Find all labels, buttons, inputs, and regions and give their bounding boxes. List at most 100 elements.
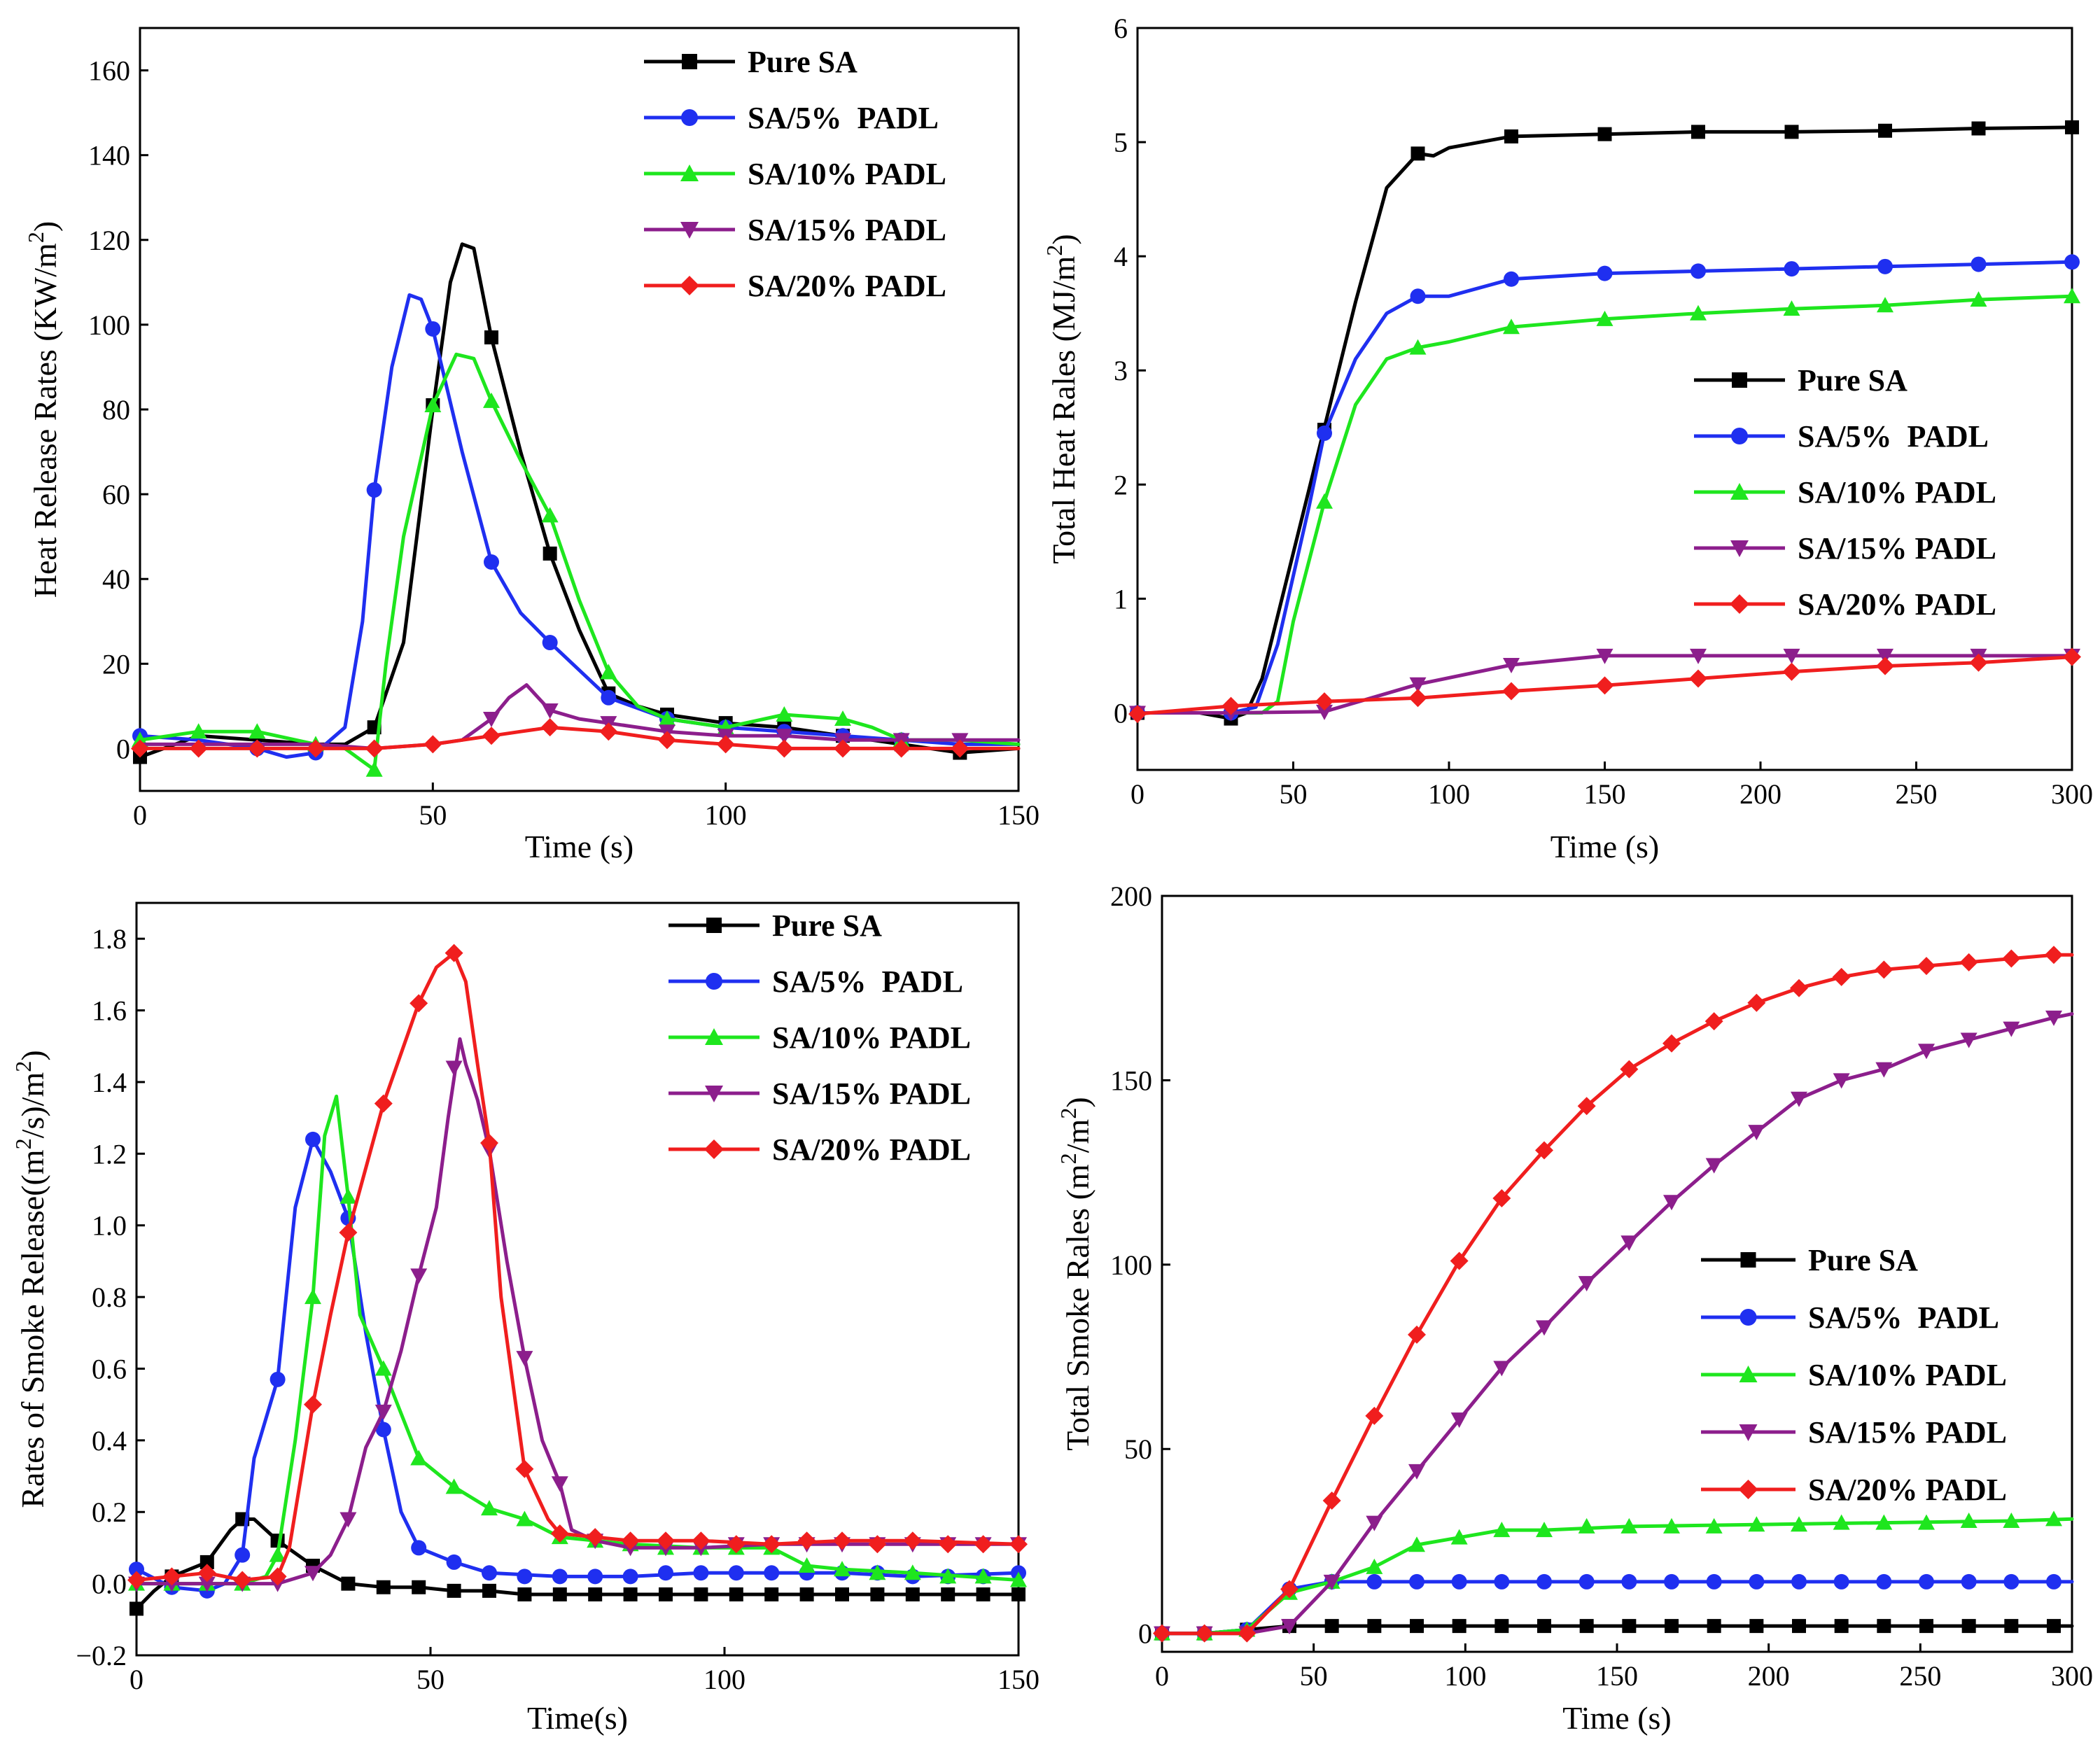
data-point [1690, 648, 1707, 664]
data-point [2047, 1619, 2061, 1634]
y-tick-label: 0 [116, 733, 130, 764]
data-point [1450, 1529, 1468, 1545]
data-point [131, 739, 149, 758]
data-point [365, 761, 383, 777]
data-point [1707, 1619, 1721, 1634]
y-axis-label: Total Heat Rales (MJ/m2) [1042, 234, 1082, 564]
data-point [833, 1531, 851, 1550]
data-point [797, 1531, 816, 1550]
chart-panel-top-left: 0 50 100 150 0 20 40 60 80 100 120 140 160 Time (s) He… [23, 27, 1040, 864]
x-axis-label: Time(s) [527, 1700, 628, 1736]
data-point [775, 739, 794, 758]
data-point [445, 1060, 463, 1076]
legend-label: Pure SA [772, 908, 882, 943]
data-point [1195, 1624, 1214, 1643]
legend-label: SA/5% PADL [772, 964, 963, 999]
data-point [446, 1554, 462, 1570]
legend-label: SA/15% PADL [748, 213, 946, 247]
legend-label: SA/10% PADL [1798, 475, 1996, 510]
data-point [304, 1395, 322, 1414]
data-point [376, 1580, 391, 1594]
data-point [903, 1531, 922, 1550]
series-1 [129, 1131, 1026, 1599]
data-point [484, 330, 498, 345]
legend-label: SA/20% PADL [748, 269, 946, 303]
data-point [1323, 1574, 1340, 1590]
data-point [976, 1587, 990, 1601]
data-point [586, 1528, 605, 1547]
data-point [974, 1568, 992, 1584]
y-tick-label: 5 [1114, 127, 1128, 158]
legend-marker [1739, 1366, 1758, 1382]
data-point [1875, 960, 1893, 979]
data-point [716, 735, 735, 754]
x-tick-label: 0 [1130, 778, 1144, 810]
y-tick-label: −0.2 [76, 1640, 127, 1671]
legend-label: SA/15% PADL [772, 1076, 971, 1111]
plot-frame [135, 901, 1020, 1657]
data-point [481, 1500, 498, 1516]
data-point [1410, 1619, 1424, 1634]
data-point [1961, 1573, 1977, 1590]
y-tick-label: 40 [102, 563, 130, 595]
data-point [1875, 1062, 1893, 1078]
data-point [411, 1540, 427, 1556]
data-point [658, 1565, 673, 1581]
data-point [1597, 265, 1613, 281]
data-point [1153, 1624, 1171, 1643]
data-point [410, 1268, 428, 1284]
data-point [1877, 258, 1893, 274]
legend-label: Pure SA [1798, 363, 1907, 398]
legend-marker [1732, 372, 1747, 388]
data-point [483, 712, 500, 728]
y-tick-label: 1.2 [92, 1138, 127, 1170]
data-point [2004, 1619, 2019, 1634]
y-tick-label: 150 [1110, 1065, 1152, 1096]
legend-marker [680, 222, 699, 239]
data-point [1705, 1517, 1723, 1534]
legend-label: Pure SA [748, 45, 858, 79]
data-point [1316, 493, 1333, 509]
data-point [1917, 957, 1935, 976]
data-point [1969, 653, 1988, 672]
legend: Pure SA SA/5% PADL SA/10% PADL SA/15% PADL S… [668, 908, 971, 1167]
series-line [138, 293, 1021, 759]
data-point [374, 1360, 392, 1376]
series-4 [1128, 647, 2081, 724]
data-point [270, 1371, 286, 1387]
data-point [1281, 1619, 1298, 1635]
data-point [374, 1094, 393, 1113]
data-point [1536, 1522, 1553, 1538]
data-point [1832, 967, 1851, 986]
data-point [127, 1571, 146, 1590]
legend-marker [1738, 1480, 1758, 1499]
data-point [1503, 318, 1520, 335]
data-point [1450, 1412, 1468, 1429]
data-point [1578, 1517, 1595, 1534]
legend-marker [1730, 594, 1749, 614]
legend: Pure SA SA/5% PADL SA/10% PADL SA/15% PADL S… [1701, 1243, 2007, 1507]
data-point [1833, 1073, 1850, 1089]
series-1 [132, 293, 1021, 761]
series-line [138, 352, 1021, 772]
x-tick-label: 100 [704, 1664, 746, 1695]
data-point [552, 1569, 568, 1585]
legend-label: SA/15% PADL [1798, 531, 1996, 566]
data-point [517, 1569, 533, 1585]
data-point [1493, 1522, 1511, 1538]
data-point [1504, 271, 1519, 287]
legend-label: SA/15% PADL [1808, 1415, 2007, 1450]
data-point [551, 1476, 568, 1492]
data-point [1280, 1580, 1298, 1599]
data-point [340, 1188, 357, 1204]
x-tick-label: 50 [419, 799, 447, 831]
x-tick-label: 300 [2051, 778, 2093, 810]
data-point [764, 1565, 780, 1581]
x-tick-label: 100 [1428, 778, 1470, 810]
legend-marker [1740, 1309, 1757, 1326]
data-point [1748, 1516, 1765, 1532]
data-point [1690, 263, 1706, 279]
series-4 [127, 943, 1028, 1590]
data-point [1878, 123, 1892, 138]
data-point [1971, 121, 1986, 136]
